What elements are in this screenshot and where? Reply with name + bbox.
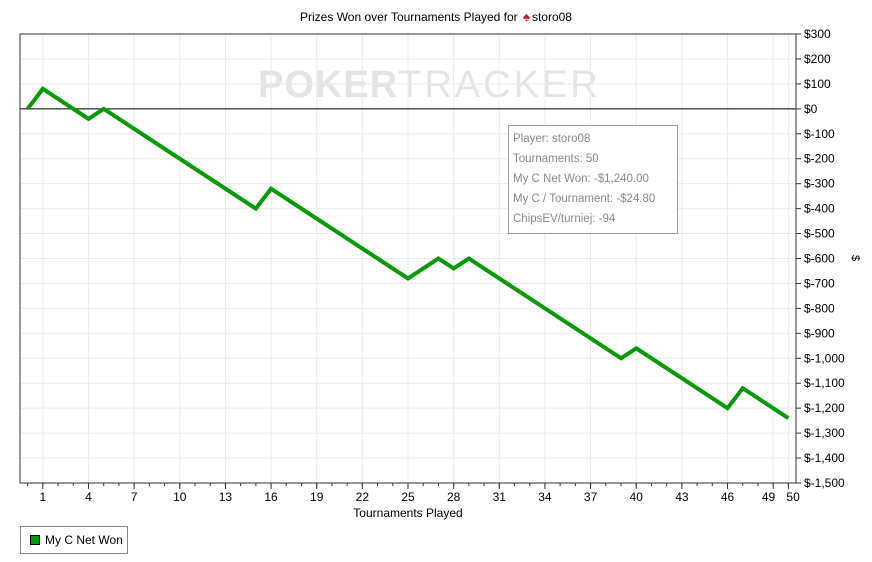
y-tick-label: $-700 (804, 276, 835, 290)
tooltip-chips-ev: ChipsEV/turniej: -94 (513, 213, 616, 225)
y-tick-label: $-1,500 (804, 476, 845, 490)
y-tick-label: $-1,300 (804, 426, 845, 440)
x-tick-label: 40 (630, 490, 644, 504)
tooltip-player: Player: storo08 (513, 133, 591, 145)
x-tick-label: 16 (264, 490, 278, 504)
y-axis: $300 $200 $100 $0 $-100 $-200 $-300 $-400 $-500 $… (796, 27, 845, 490)
x-tick-label: 50 (786, 490, 800, 504)
x-tick-label: 7 (131, 490, 138, 504)
x-tick-label: 25 (401, 490, 415, 504)
series-points (27, 88, 789, 419)
x-tick-label: 1 (39, 490, 46, 504)
chart-legend[interactable]: My C Net Won (20, 526, 128, 554)
y-tick-label: $-300 (804, 177, 835, 191)
chart-title-text: Prizes Won over Tournaments Played for (300, 10, 518, 24)
y-tick-label: $-200 (804, 152, 835, 166)
y-tick-label: $-900 (804, 326, 835, 340)
x-tick-label: 37 (584, 490, 598, 504)
y-tick-label: $-800 (804, 301, 835, 315)
y-tick-label: $-1,400 (804, 451, 845, 465)
tooltip-tournaments: Tournaments: 50 (513, 153, 599, 165)
y-tick-label: $-1,200 (804, 401, 845, 415)
y-tick-label: $0 (804, 102, 818, 116)
x-tick-label: 13 (219, 490, 233, 504)
pokertracker-watermark: POKERTRACKER (258, 64, 601, 106)
legend-label: My C Net Won (45, 533, 123, 547)
y-tick-label: $-1,100 (804, 376, 845, 390)
y-tick-label: $200 (804, 52, 831, 66)
x-tick-label: 19 (310, 490, 324, 504)
y-tick-label: $-600 (804, 252, 835, 266)
x-tick-label: 46 (721, 490, 735, 504)
tooltip-per-tournament: My C / Tournament: -$24.80 (513, 193, 656, 205)
chart-title-player: storo08 (531, 10, 572, 24)
x-axis: 1 4 7 10 13 16 19 22 25 28 31 34 37 40 43 46 49 50 (27, 483, 800, 504)
x-tick-label: 10 (173, 490, 187, 504)
y-axis-label: $ (849, 254, 862, 262)
x-tick-label: 22 (356, 490, 370, 504)
x-tick-label: 4 (85, 490, 92, 504)
x-tick-label: 31 (493, 490, 507, 504)
chart-title: Prizes Won over Tournaments Played for ♠… (0, 9, 872, 24)
x-tick-label: 49 (762, 490, 776, 504)
x-tick-label: 34 (538, 490, 552, 504)
spade-icon: ♠ (523, 9, 530, 24)
y-tick-label: $100 (804, 77, 831, 91)
x-axis-label: Tournaments Played (353, 506, 463, 520)
tooltip-net-won: My C Net Won: -$1,240.00 (513, 173, 649, 185)
y-tick-label: $-500 (804, 227, 835, 241)
x-tick-label: 28 (447, 490, 461, 504)
legend-swatch (30, 535, 40, 545)
y-tick-label: $300 (804, 27, 831, 41)
y-tick-label: $-1,000 (804, 351, 845, 365)
y-tick-label: $-100 (804, 127, 835, 141)
hover-tooltip: Player: storo08 Tournaments: 50 My C Net… (508, 125, 678, 234)
chart-grid (20, 33, 796, 484)
y-tick-label: $-400 (804, 202, 835, 216)
x-tick-label: 43 (675, 490, 689, 504)
